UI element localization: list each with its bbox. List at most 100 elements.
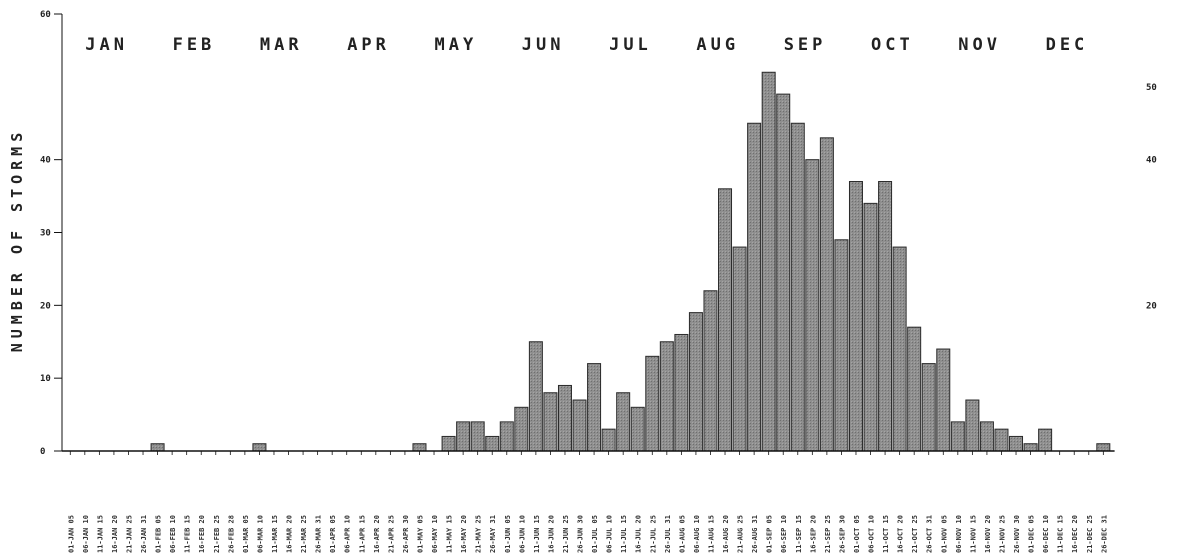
x-tick-label: 26-OCT 31 — [926, 515, 934, 553]
month-label: OCT — [871, 35, 914, 55]
x-tick-label: 11-NOV 15 — [969, 515, 977, 553]
bar — [965, 399, 980, 452]
left-tick-label: 0 — [40, 447, 45, 457]
bar — [863, 202, 878, 452]
bar — [557, 384, 572, 452]
bar — [470, 421, 485, 452]
bar — [616, 392, 631, 452]
x-tick-label: 26-SEP 30 — [838, 515, 846, 553]
x-tick-label: 26-AUG 31 — [751, 515, 759, 553]
x-tick-label: 16-JUN 20 — [547, 515, 555, 553]
bar — [1038, 428, 1053, 452]
bar — [936, 348, 951, 452]
bar — [805, 159, 820, 452]
x-tick-label: 26-FEB 28 — [227, 515, 235, 553]
bar — [790, 122, 805, 452]
x-tick-label: 16-APR 20 — [373, 515, 381, 553]
bar — [878, 181, 893, 452]
x-tick-label: 21-JUL 25 — [649, 515, 657, 553]
x-tick-label: 01-SEP 05 — [766, 515, 774, 553]
x-tick-label: 06-JUN 10 — [518, 515, 526, 553]
x-tick-label: 21-FEB 25 — [213, 515, 221, 553]
left-tick-label: 20 — [40, 301, 51, 311]
bar — [645, 355, 660, 452]
month-label: DEC — [1046, 35, 1089, 55]
x-tick-label: 01-JAN 05 — [67, 515, 75, 553]
x-tick-label: 06-NOV 10 — [955, 515, 963, 553]
x-tick-label: 01-APR 05 — [329, 515, 337, 553]
x-tick-label: 26-DEC 31 — [1100, 515, 1108, 553]
x-tick-label: 16-NOV 20 — [984, 515, 992, 553]
x-tick-label: 21-NOV 25 — [998, 515, 1006, 553]
x-tick-label: 26-JAN 31 — [140, 515, 148, 553]
x-tick-label: 06-SEP 10 — [780, 515, 788, 553]
x-tick-label: 06-MAR 10 — [256, 515, 264, 553]
x-tick-label: 01-OCT 05 — [853, 515, 861, 553]
x-tick-label: 11-FEB 15 — [184, 515, 192, 553]
bar — [659, 341, 674, 452]
x-tick-label: 21-JAN 25 — [125, 515, 133, 553]
left-tick-label: 10 — [40, 374, 51, 384]
x-tick-label: 21-APR 25 — [387, 515, 395, 553]
x-tick-label: 21-SEP 25 — [824, 515, 832, 553]
bar — [776, 93, 791, 452]
month-label: SEP — [784, 35, 827, 55]
x-tick-label: 11-JAN 15 — [96, 515, 104, 553]
bar — [252, 443, 267, 452]
x-tick-label: 01-DEC 05 — [1028, 515, 1036, 553]
bar — [485, 435, 500, 452]
x-tick-label: 11-MAR 15 — [271, 515, 279, 553]
bar — [834, 239, 849, 452]
x-tick-label: 01-JUL 05 — [591, 515, 599, 553]
x-tick-label: 06-JUL 10 — [606, 515, 614, 553]
bar — [499, 421, 514, 452]
bar — [1009, 435, 1024, 452]
x-tick-label: 06-OCT 10 — [868, 515, 876, 553]
bar — [456, 421, 471, 452]
bar — [848, 181, 863, 452]
bar — [994, 428, 1009, 452]
x-tick-label: 01-NOV 05 — [940, 515, 948, 553]
bar — [630, 406, 645, 452]
x-tick-label: 11-SEP 15 — [795, 515, 803, 553]
left-tick-label: 60 — [40, 10, 51, 20]
bar — [819, 137, 834, 452]
bar — [892, 246, 907, 452]
x-tick-label: 16-MAR 20 — [286, 515, 294, 553]
x-tick-label: 21-DEC 25 — [1086, 515, 1094, 553]
x-tick-label: 06-JAN 10 — [82, 515, 90, 553]
right-tick-label: 50 — [1146, 83, 1157, 93]
month-label: MAY — [434, 35, 477, 55]
bar — [921, 363, 936, 452]
bar — [950, 421, 965, 452]
month-label: JUN — [522, 35, 565, 55]
x-tick-label: 16-JUL 20 — [635, 515, 643, 553]
month-label: JAN — [85, 35, 128, 55]
x-tick-label: 21-OCT 25 — [911, 515, 919, 553]
month-label: MAR — [260, 35, 303, 55]
x-tick-label: 06-MAY 10 — [431, 515, 439, 553]
x-tick-label: 21-JUN 25 — [562, 515, 570, 553]
x-tick-label: 26-JUN 30 — [577, 515, 585, 553]
x-tick-label: 11-OCT 15 — [882, 515, 890, 553]
bar — [688, 312, 703, 452]
x-tick-label: 01-AUG 05 — [678, 515, 686, 553]
x-tick-label: 16-DEC 20 — [1071, 515, 1079, 553]
left-tick-label: 30 — [40, 229, 51, 239]
month-label: JUL — [609, 35, 652, 55]
x-tick-label: 21-MAR 25 — [300, 515, 308, 553]
bar — [718, 188, 733, 452]
x-tick-label: 11-JUN 15 — [533, 515, 541, 553]
right-tick-label: 20 — [1146, 301, 1157, 311]
x-tick-label: 11-MAY 15 — [446, 515, 454, 553]
bar — [979, 421, 994, 452]
x-tick-label: 01-MAR 05 — [242, 515, 250, 553]
y-axis-label: NUMBER OF STORMS — [8, 128, 26, 353]
x-tick-label: 16-SEP 20 — [809, 515, 817, 553]
x-tick-label: 26-MAY 31 — [489, 515, 497, 553]
bar — [150, 443, 165, 452]
x-tick-label: 16-AUG 20 — [722, 515, 730, 553]
x-tick-label: 11-APR 15 — [358, 515, 366, 553]
x-tick-label: 16-FEB 20 — [198, 515, 206, 553]
